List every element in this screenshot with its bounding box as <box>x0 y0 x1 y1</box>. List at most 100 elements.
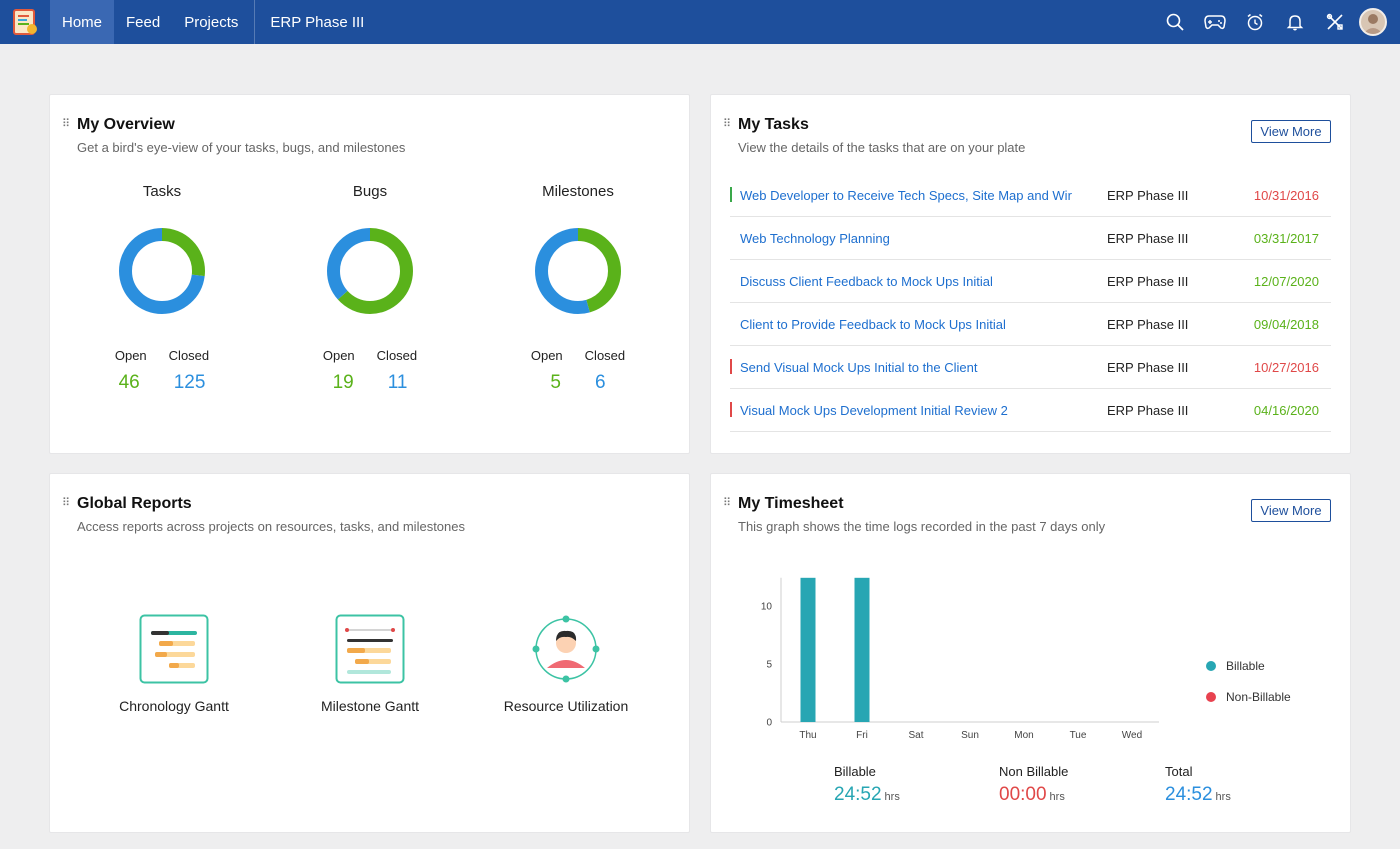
card-subtitle: Access reports across projects on resour… <box>77 519 465 534</box>
view-more-tasks-button[interactable]: View More <box>1251 120 1331 143</box>
drag-handle-icon[interactable]: ⠿ <box>723 497 731 509</box>
top-nav: Home Feed Projects ERP Phase III <box>0 0 1400 44</box>
milestones-closed-count[interactable]: 6 <box>595 372 606 393</box>
drag-handle-icon[interactable]: ⠿ <box>62 497 70 509</box>
app-logo[interactable] <box>0 0 50 44</box>
avatar[interactable] <box>1359 8 1387 36</box>
legend-dot <box>1206 692 1216 702</box>
legend-dot <box>1206 661 1216 671</box>
overview-bugs: Bugs Open Closed 19 11 <box>290 183 450 394</box>
bar-billable-fri[interactable] <box>854 577 870 722</box>
task-due-date: 03/31/2017 <box>1253 230 1319 246</box>
task-flag <box>730 359 732 374</box>
task-link[interactable]: Discuss Client Feedback to Mock Ups Init… <box>740 273 993 289</box>
x-tick-label: Thu <box>799 730 816 741</box>
card-title: My Overview <box>77 116 175 133</box>
tasks-card: ⠿ My Tasks View the details of the tasks… <box>710 94 1351 454</box>
milestones-open-count[interactable]: 5 <box>550 372 561 393</box>
legend-item-non-billable[interactable]: Non-Billable <box>1206 690 1291 704</box>
table-row[interactable]: Send Visual Mock Ups Initial to the Clie… <box>730 346 1331 389</box>
non-billable-summary: Non Billable 00:00 hrs <box>999 764 1068 806</box>
drag-handle-icon[interactable]: ⠿ <box>723 118 731 130</box>
chronology-gantt-report[interactable]: Chronology Gantt <box>94 614 254 714</box>
task-due-date: 10/31/2016 <box>1253 187 1319 203</box>
card-subtitle: This graph shows the time logs recorded … <box>738 519 1106 534</box>
task-link[interactable]: Visual Mock Ups Development Initial Revi… <box>740 402 1008 418</box>
hours-unit: hrs <box>884 791 900 803</box>
tasks-donut-chart[interactable] <box>117 226 207 316</box>
app-logo-icon <box>13 9 37 35</box>
table-row[interactable]: Discuss Client Feedback to Mock Ups Init… <box>730 260 1331 303</box>
card-title: My Tasks <box>738 116 809 133</box>
card-subtitle: View the details of the tasks that are o… <box>738 140 1026 155</box>
task-link[interactable]: Web Developer to Receive Tech Specs, Sit… <box>740 187 1072 203</box>
summary-label: Billable <box>834 764 876 779</box>
task-due-date: 04/16/2020 <box>1253 402 1319 418</box>
tools-icon[interactable] <box>1315 0 1355 44</box>
summary-value: 00:00 hrs <box>999 784 1068 806</box>
y-tick-label: 10 <box>761 602 773 613</box>
nav-tab-feed[interactable]: Feed <box>126 13 161 31</box>
legend-item-billable[interactable]: Billable <box>1206 659 1291 673</box>
open-label: Open <box>114 348 147 363</box>
nav-divider <box>254 0 256 44</box>
report-label: Chronology Gantt <box>119 698 229 714</box>
non-billable-hours: 00:00 <box>999 784 1047 805</box>
alarm-icon[interactable] <box>1235 0 1275 44</box>
donut-slice-closed[interactable] <box>535 228 621 314</box>
task-due-date: 12/07/2020 <box>1253 273 1319 289</box>
donut-slice-closed[interactable] <box>327 228 413 314</box>
closed-label: Closed <box>584 348 626 363</box>
summary-label: Total <box>1165 764 1193 779</box>
task-link[interactable]: Web Technology Planning <box>740 230 890 246</box>
summary-label: Non Billable <box>999 764 1069 779</box>
task-list: Web Developer to Receive Tech Specs, Sit… <box>730 174 1331 432</box>
overview-tasks-label: Tasks <box>142 183 182 200</box>
milestones-donut-chart[interactable] <box>533 226 623 316</box>
task-link[interactable]: Client to Provide Feedback to Mock Ups I… <box>740 316 1006 332</box>
report-label: Milestone Gantt <box>320 698 420 714</box>
gamepad-icon[interactable] <box>1195 0 1235 44</box>
task-flag <box>730 402 732 417</box>
global-reports-card: ⠿ Global Reports Access reports across p… <box>49 473 690 833</box>
card-title: Global Reports <box>77 495 192 512</box>
legend-label: Billable <box>1226 659 1265 673</box>
overview-milestones-label: Milestones <box>542 183 614 200</box>
x-tick-label: Fri <box>856 730 868 741</box>
resource-utilization-report[interactable]: Resource Utilization <box>486 614 646 714</box>
task-link[interactable]: Send Visual Mock Ups Initial to the Clie… <box>740 359 978 375</box>
task-due-date: 09/04/2018 <box>1253 316 1319 332</box>
tasks-open-count[interactable]: 46 <box>118 372 140 393</box>
overview-bugs-label: Bugs <box>352 183 388 200</box>
billable-summary: Billable 24:52 hrs <box>834 764 900 806</box>
table-row[interactable]: Web Technology Planning ERP Phase III 03… <box>730 217 1331 260</box>
table-row[interactable]: Visual Mock Ups Development Initial Revi… <box>730 389 1331 432</box>
legend-label: Non-Billable <box>1226 690 1291 704</box>
bugs-closed-count[interactable]: 11 <box>387 372 408 393</box>
bugs-donut-chart[interactable] <box>325 226 415 316</box>
task-project: ERP Phase III <box>1107 316 1189 332</box>
milestone-gantt-report[interactable]: Milestone Gantt <box>290 614 450 714</box>
task-flag <box>730 187 732 202</box>
drag-handle-icon[interactable]: ⠿ <box>62 118 70 130</box>
bar-billable-thu[interactable] <box>800 577 816 722</box>
nav-tab-projects[interactable]: Projects <box>184 13 239 31</box>
milestone-gantt-icon <box>335 614 405 684</box>
task-project: ERP Phase III <box>1107 273 1189 289</box>
nav-tab-home[interactable]: Home <box>50 0 115 44</box>
task-project: ERP Phase III <box>1107 402 1189 418</box>
view-more-timesheet-button[interactable]: View More <box>1251 499 1331 522</box>
table-row[interactable]: Web Developer to Receive Tech Specs, Sit… <box>730 174 1331 217</box>
summary-value: 24:52 hrs <box>834 784 900 806</box>
hours-unit: hrs <box>1049 791 1065 803</box>
nav-current-project[interactable]: ERP Phase III <box>270 13 365 31</box>
bugs-open-count[interactable]: 19 <box>332 372 354 393</box>
tasks-closed-count[interactable]: 125 <box>173 372 206 393</box>
task-project: ERP Phase III <box>1107 359 1189 375</box>
total-hours: 24:52 <box>1165 784 1213 805</box>
search-icon[interactable] <box>1155 0 1195 44</box>
donut-slice-closed[interactable] <box>119 228 205 314</box>
bell-icon[interactable] <box>1275 0 1315 44</box>
card-title: My Timesheet <box>738 495 844 512</box>
table-row[interactable]: Client to Provide Feedback to Mock Ups I… <box>730 303 1331 346</box>
